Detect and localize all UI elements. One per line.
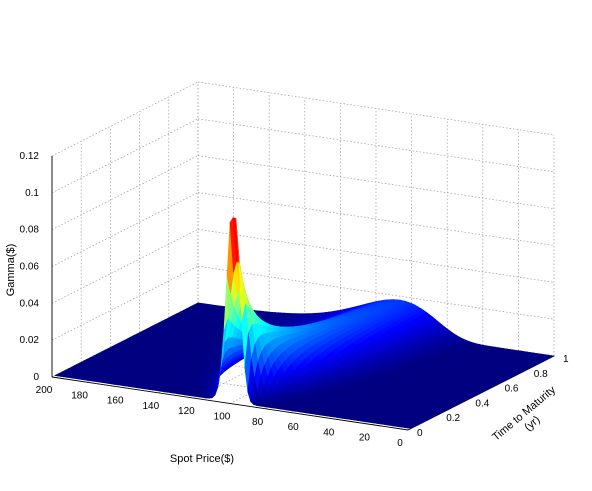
x-tick-label: 40: [323, 427, 335, 438]
x-tick-label: 80: [252, 417, 264, 428]
x-tick-label: 200: [36, 385, 53, 396]
z-tick-label: 0.12: [20, 151, 40, 162]
gamma-surface: [53, 216, 556, 429]
x-tick-label: 0: [397, 438, 403, 449]
y-tick-labels: 0 0.2 0.4 0.6 0.8 1: [417, 354, 569, 439]
x-tick-label: 180: [71, 390, 88, 401]
y-tick-label: 0.8: [534, 369, 548, 380]
x-axis-label: Spot Price($): [170, 453, 234, 465]
y-tick-label: 0.6: [505, 384, 519, 395]
y-tick-label: 0.4: [475, 398, 489, 409]
z-tick-label: 0.02: [20, 335, 40, 346]
y-axis-label-line-1: Time to Maturity: [490, 384, 558, 444]
z-tick-label: 0.1: [25, 188, 39, 199]
surface-patch: [407, 425, 416, 429]
x-tick-label: 140: [142, 401, 159, 412]
z-tick-label: 0.04: [20, 298, 40, 309]
y-tick-label: 0.2: [446, 413, 460, 424]
x-tick-label: 160: [107, 396, 124, 407]
z-tick-label: 0.08: [20, 225, 40, 236]
z-tick-label: 0.06: [20, 262, 40, 273]
x-tick-label: 20: [359, 433, 371, 444]
z-tick-label: 0: [33, 372, 39, 383]
x-tick-labels: 0 20 40 60 80 100 120 140 160 180 200: [36, 385, 404, 449]
x-tick-label: 100: [214, 412, 231, 423]
x-tick-label: 60: [288, 422, 300, 433]
y-tick-label: 1: [563, 354, 569, 365]
y-axis-label: Time to Maturity (yr): [490, 384, 558, 444]
y-tick-label: 0: [417, 428, 423, 439]
x-tick-label: 120: [178, 406, 195, 417]
z-tick-labels: 0 0.02 0.04 0.06 0.08 0.1 0.12: [20, 151, 40, 383]
z-axis-label: Gamma($): [5, 244, 17, 297]
